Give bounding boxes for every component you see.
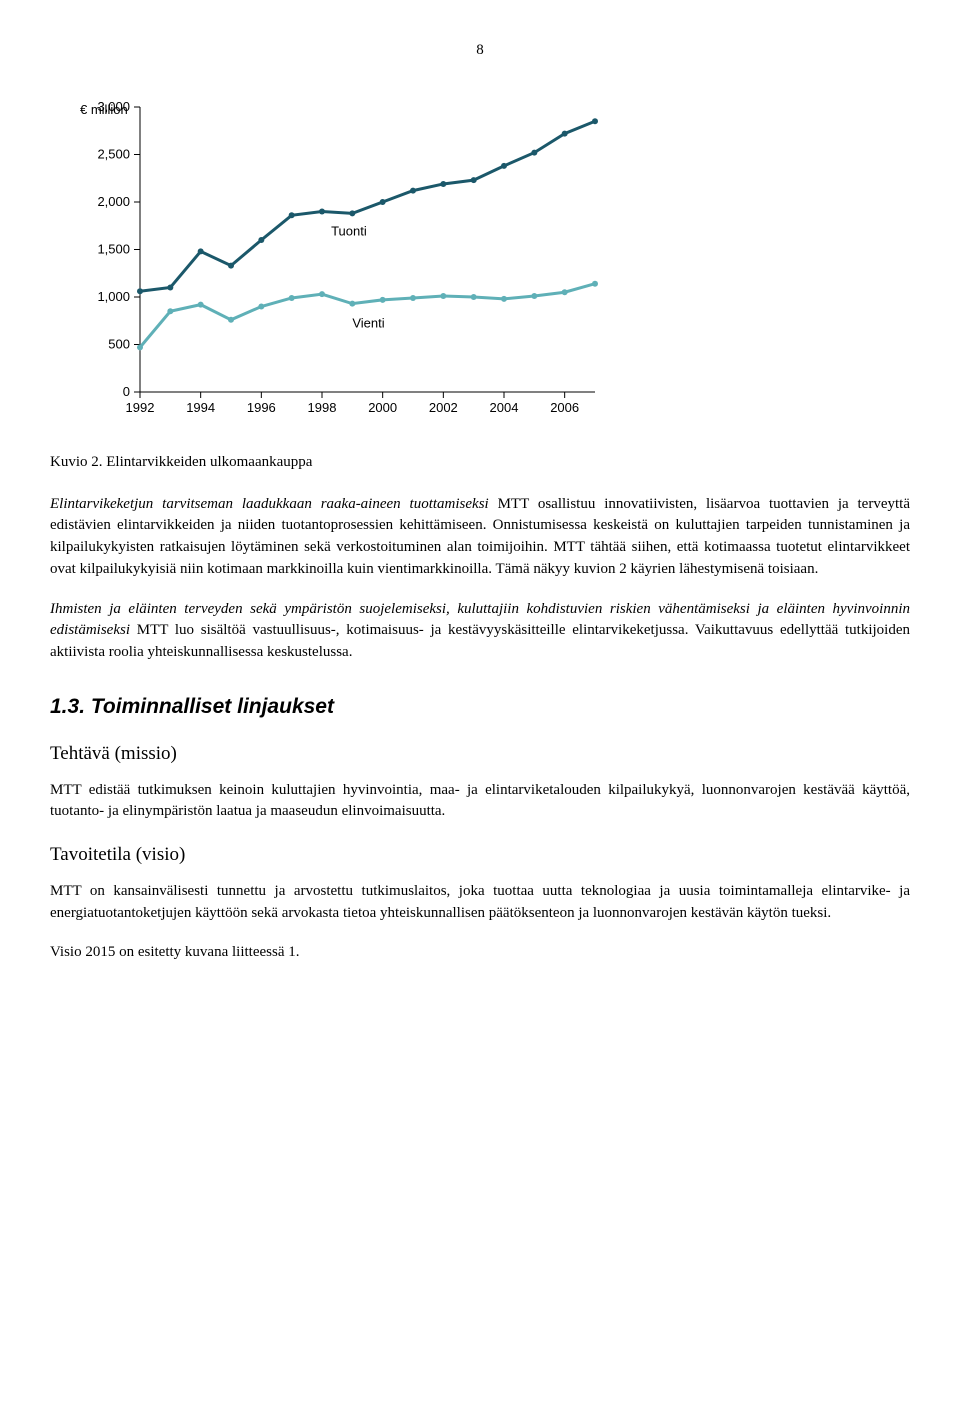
svg-text:2004: 2004 bbox=[490, 400, 519, 415]
svg-text:Tuonti: Tuonti bbox=[331, 223, 367, 238]
section-heading: 1.3. Toiminnalliset linjaukset bbox=[50, 692, 910, 722]
svg-text:1,000: 1,000 bbox=[97, 289, 130, 304]
svg-text:2,000: 2,000 bbox=[97, 194, 130, 209]
svg-text:1994: 1994 bbox=[186, 400, 215, 415]
paragraph-1: Elintarvikeketjun tarvitseman laadukkaan… bbox=[50, 494, 910, 581]
svg-text:2002: 2002 bbox=[429, 400, 458, 415]
svg-text:2006: 2006 bbox=[550, 400, 579, 415]
vision-body: MTT on kansainvälisesti tunnettu ja arvo… bbox=[50, 881, 910, 925]
paragraph-last: Visio 2015 on esitetty kuvana liitteessä… bbox=[50, 942, 910, 964]
paragraph-2: Ihmisten ja eläinten terveyden sekä ympä… bbox=[50, 599, 910, 664]
subhead-mission: Tehtävä (missio) bbox=[50, 740, 910, 768]
svg-text:Vienti: Vienti bbox=[352, 315, 384, 330]
svg-text:1992: 1992 bbox=[126, 400, 155, 415]
page-number: 8 bbox=[50, 40, 910, 62]
para1-italic: Elintarvikeketjun tarvitseman laadukkaan… bbox=[50, 496, 489, 512]
mission-body: MTT edistää tutkimuksen keinoin kuluttaj… bbox=[50, 780, 910, 824]
svg-text:1996: 1996 bbox=[247, 400, 276, 415]
svg-text:3,000: 3,000 bbox=[97, 102, 130, 114]
svg-text:1998: 1998 bbox=[308, 400, 337, 415]
chart-svg: € million05001,0001,5002,0002,5003,00019… bbox=[80, 102, 600, 422]
subhead-vision: Tavoitetila (visio) bbox=[50, 841, 910, 869]
svg-text:1,500: 1,500 bbox=[97, 241, 130, 256]
chart-caption: Kuvio 2. Elintarvikkeiden ulkomaankauppa bbox=[50, 452, 910, 474]
para2-rest: MTT luo sisältöä vastuullisuus-, kotimai… bbox=[50, 622, 910, 660]
svg-text:0: 0 bbox=[123, 384, 130, 399]
svg-text:2000: 2000 bbox=[368, 400, 397, 415]
svg-text:2,500: 2,500 bbox=[97, 146, 130, 161]
svg-text:500: 500 bbox=[108, 336, 130, 351]
trade-chart: € million05001,0001,5002,0002,5003,00019… bbox=[80, 102, 600, 422]
